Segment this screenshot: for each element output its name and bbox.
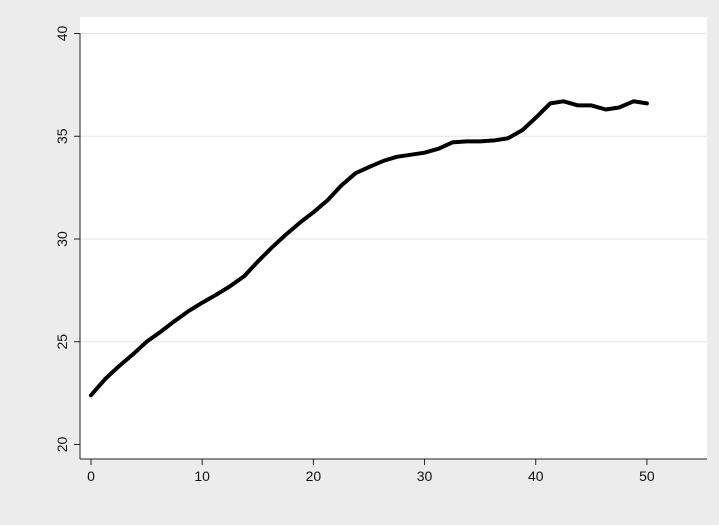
- series-layer: [89, 99, 649, 398]
- x-tick-label-50: 50: [639, 468, 655, 484]
- y-tick-label-25: 25: [54, 334, 70, 350]
- y-axis-ticks: 20 25 30 35 40: [54, 26, 80, 453]
- x-tick-label-20: 20: [306, 468, 322, 484]
- x-tick-label-0: 0: [87, 468, 95, 484]
- x-tick-label-30: 30: [417, 468, 433, 484]
- y-tick-label-20: 20: [54, 437, 70, 453]
- plot-area: [80, 17, 707, 459]
- x-tick-label-40: 40: [528, 468, 544, 484]
- y-tick-label-30: 30: [54, 231, 70, 247]
- y-tick-label-35: 35: [54, 128, 70, 144]
- y-tick-label-40: 40: [54, 26, 70, 42]
- x-axis-ticks: 0 10 20 30 40 50: [87, 459, 655, 484]
- x-tick-label-10: 10: [194, 468, 210, 484]
- series-line-1: [89, 99, 649, 398]
- grid: [80, 33, 707, 343]
